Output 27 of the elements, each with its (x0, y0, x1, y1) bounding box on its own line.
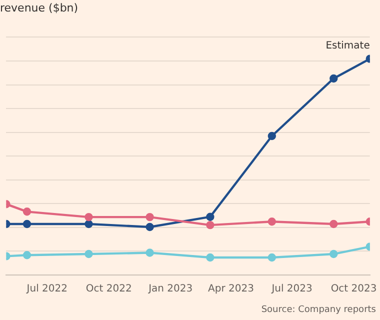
x-tick-label: Oct 2023 (330, 284, 377, 295)
annotation: Estimate (326, 40, 370, 52)
source-note: Source: Company reports (261, 305, 376, 315)
x-tick-label: Jul 2022 (26, 284, 68, 295)
point (22, 220, 32, 228)
x-tick-label: Apr 2023 (208, 284, 254, 295)
chart-title: revenue ($bn) (0, 1, 78, 14)
point (268, 253, 276, 262)
point (84, 220, 93, 228)
point (206, 220, 214, 230)
x-tick-label: Jul 2023 (270, 284, 312, 295)
point (84, 250, 93, 258)
point (22, 208, 32, 216)
point (330, 250, 338, 258)
point (146, 212, 154, 222)
x-tick-label: Jan 2023 (148, 284, 193, 295)
point (268, 132, 276, 140)
point (146, 222, 154, 232)
point (330, 220, 338, 228)
point (84, 212, 93, 222)
point (206, 253, 214, 262)
point (330, 74, 338, 83)
point (146, 248, 154, 257)
point (22, 251, 32, 260)
point (206, 212, 214, 221)
point (268, 218, 276, 226)
x-tick-label: Oct 2022 (86, 284, 132, 295)
